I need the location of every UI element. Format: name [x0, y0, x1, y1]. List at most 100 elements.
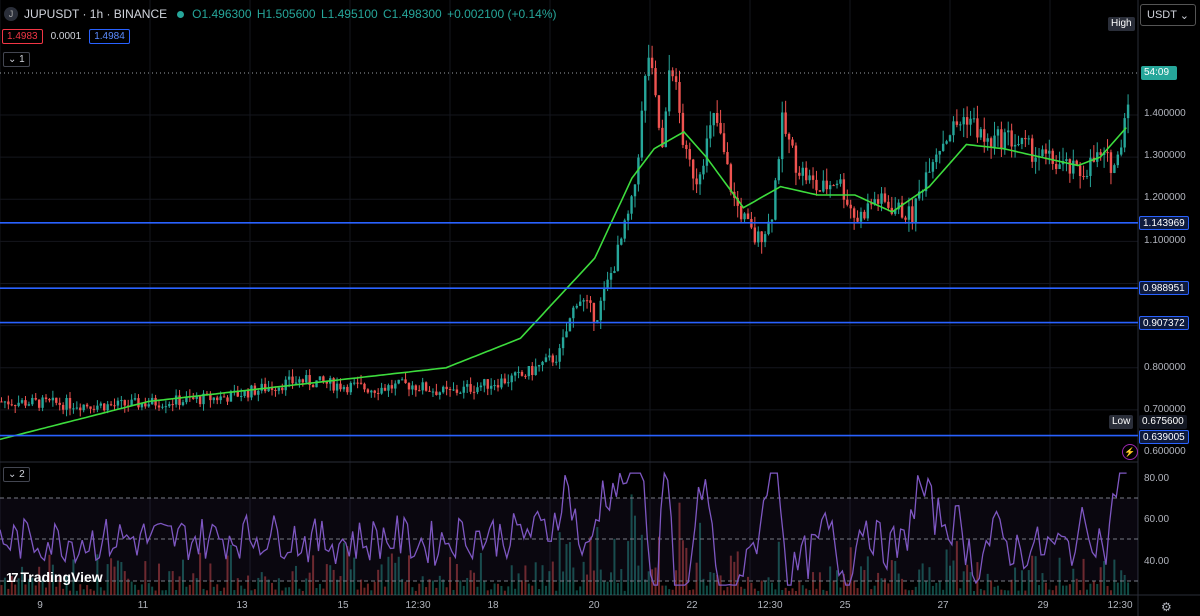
volume-bar	[990, 580, 993, 595]
candle-body	[89, 406, 92, 409]
horizontal-levels[interactable]	[0, 222, 1138, 437]
currency-select[interactable]: USDT ⌄	[1140, 4, 1196, 26]
level-tag[interactable]: 1.143969	[1139, 216, 1189, 230]
candle-body	[722, 133, 726, 153]
candle-body	[168, 404, 171, 407]
volume-bar	[72, 559, 75, 595]
candle-body	[1068, 159, 1072, 174]
volume-bar	[630, 494, 633, 595]
candle-body	[894, 209, 897, 214]
volume-bar	[195, 578, 198, 595]
volume-bar	[1109, 590, 1112, 595]
candle-body	[483, 379, 486, 386]
volume-bar	[1103, 561, 1106, 595]
candle-body	[544, 357, 548, 362]
candle-body	[996, 129, 1000, 136]
volume-bar	[1051, 590, 1054, 595]
candle-body	[383, 387, 387, 391]
volume-bar	[325, 564, 328, 595]
pane2-collapse-button[interactable]: ⌄ 2	[3, 467, 30, 482]
volume-bar	[702, 578, 705, 595]
volume-bar	[712, 572, 715, 595]
volume-bar	[277, 578, 280, 595]
candle-body	[537, 365, 541, 367]
candle-body	[1099, 152, 1102, 155]
volume-bar	[582, 561, 585, 595]
candle-body	[1113, 165, 1116, 173]
volume-bar	[82, 589, 85, 595]
level-tag[interactable]: 0.988951	[1139, 281, 1189, 295]
volume-bar	[894, 561, 897, 595]
level-tag[interactable]: 0.639005	[1139, 430, 1189, 444]
candle-body	[455, 389, 459, 393]
candle-body	[691, 159, 695, 179]
sell-price-button[interactable]: 1.4983	[2, 29, 43, 44]
gear-icon[interactable]: ⚙	[1161, 600, 1172, 614]
level-tag[interactable]: 0.907372	[1139, 316, 1189, 330]
volume-bar	[822, 589, 825, 595]
candle-body	[342, 386, 346, 390]
candle-body	[979, 129, 983, 138]
change-value: +0.002100 (+0.14%)	[447, 7, 557, 21]
candle-body	[517, 371, 520, 373]
volume-bar	[818, 572, 821, 595]
candle-body	[965, 117, 969, 125]
currency-label: USDT	[1147, 9, 1177, 21]
volume-bar	[544, 585, 547, 595]
candle-body	[315, 380, 318, 388]
candle-body	[106, 404, 109, 411]
volume-bars	[0, 494, 1130, 595]
volume-bar	[45, 587, 48, 595]
volume-bar	[572, 567, 575, 595]
candle-body	[503, 378, 507, 384]
volume-bar	[7, 588, 10, 595]
candle-body	[815, 179, 818, 191]
tradingview-logo[interactable]: 17 TradingView	[6, 569, 103, 585]
candle-body	[846, 199, 849, 205]
chevron-down-icon: ⌄	[1179, 9, 1189, 22]
volume-bar	[1020, 570, 1023, 595]
market-status-icon[interactable]	[177, 10, 185, 18]
candle-body	[130, 399, 133, 406]
volume-bar	[781, 589, 784, 595]
candle-body	[801, 167, 804, 176]
volume-bar	[123, 571, 126, 595]
volume-bar	[839, 587, 842, 595]
time-axis-label: 11	[137, 600, 149, 611]
volume-bar	[1089, 583, 1092, 595]
volume-bar	[901, 578, 904, 595]
candle-body	[729, 164, 733, 192]
volume-bar	[1127, 582, 1130, 595]
volume-bar	[404, 581, 407, 595]
candle-body	[103, 403, 106, 411]
volume-bar	[390, 553, 393, 595]
candle-body	[192, 397, 195, 399]
candle-body	[44, 397, 48, 400]
symbol-title[interactable]: JUPUSDT · 1h · BINANCE	[24, 7, 168, 21]
volume-bar	[312, 555, 315, 595]
volume-bar	[1000, 589, 1003, 595]
candle-body	[866, 203, 870, 219]
volume-bar	[774, 589, 777, 595]
buy-price-button[interactable]: 1.4984	[89, 29, 130, 44]
candle-body	[27, 404, 31, 406]
candle-body	[1082, 176, 1085, 178]
candle-body	[664, 111, 668, 148]
volume-bar	[110, 558, 113, 595]
pane1-collapse-button[interactable]: ⌄ 1	[3, 52, 30, 67]
candle-body	[305, 375, 308, 383]
lightning-icon[interactable]: ⚡	[1122, 444, 1138, 460]
candle-body	[602, 288, 606, 301]
volume-bar	[1096, 583, 1099, 595]
volume-bar	[24, 584, 27, 595]
candle-body	[448, 389, 452, 391]
volume-bar	[750, 582, 753, 595]
candle-body	[20, 400, 24, 403]
volume-bar	[579, 586, 582, 595]
volume-bar	[623, 590, 626, 595]
candle-body	[650, 57, 654, 69]
volume-bar	[274, 589, 277, 595]
volume-bar	[1116, 582, 1119, 595]
volume-bar	[188, 584, 191, 595]
